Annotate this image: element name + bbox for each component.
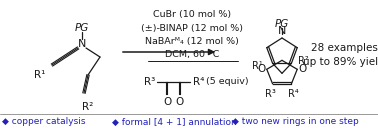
Text: N: N [78,39,86,49]
Text: R²: R² [298,56,309,66]
Text: O: O [258,64,266,74]
Text: DCM, 60 °C: DCM, 60 °C [165,50,219,60]
Text: N: N [278,26,286,36]
Text: O: O [298,64,306,74]
Text: R¹: R¹ [252,61,263,71]
Text: NaBArᴹ₄ (12 mol %): NaBArᴹ₄ (12 mol %) [145,37,239,46]
Text: R⁴: R⁴ [288,89,299,99]
Text: O: O [163,97,171,107]
Text: ◆ formal [4 + 1] annulation: ◆ formal [4 + 1] annulation [112,118,236,126]
Text: R⁴: R⁴ [193,77,205,87]
Text: R²: R² [82,102,94,112]
Text: R³: R³ [265,89,276,99]
Text: (5 equiv): (5 equiv) [206,77,248,86]
Text: O: O [176,97,184,107]
Text: ◆ copper catalysis: ◆ copper catalysis [2,118,85,126]
Text: 28 examples: 28 examples [311,43,378,53]
Text: PG: PG [75,23,89,33]
Text: R³: R³ [144,77,156,87]
Text: ◆ two new rings in one step: ◆ two new rings in one step [232,118,359,126]
Text: PG: PG [275,19,289,29]
Text: (±)-BINAP (12 mol %): (±)-BINAP (12 mol %) [141,24,243,32]
Text: CuBr (10 mol %): CuBr (10 mol %) [153,10,231,19]
Text: up to 89% yield: up to 89% yield [303,57,378,67]
Text: R¹: R¹ [34,70,46,80]
